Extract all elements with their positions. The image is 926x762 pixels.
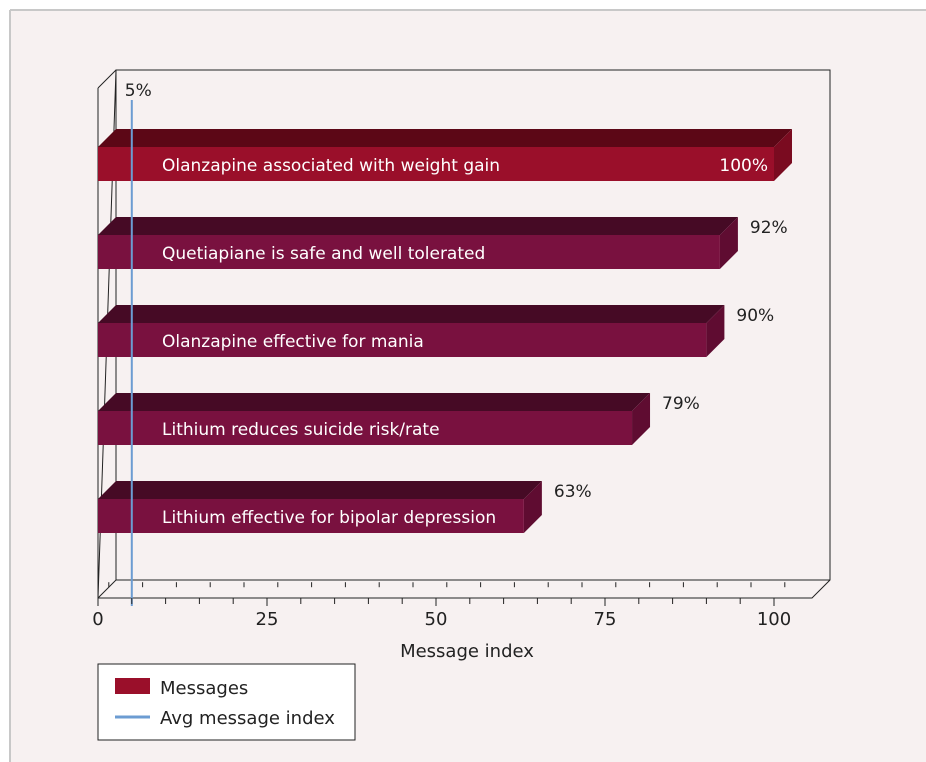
x-tick-label: 25	[256, 609, 279, 630]
bar-3: Olanzapine effective for mania 90%	[98, 305, 774, 357]
x-axis: 0 25 50 75 100	[92, 582, 791, 630]
bar-top-face	[98, 305, 725, 323]
legend-box	[97, 663, 356, 741]
x-tick-label: 75	[594, 609, 617, 630]
x-tick-label: 0	[92, 609, 103, 630]
bar-front-face	[98, 323, 707, 357]
bar-category-label: Olanzapine associated with weight gain	[162, 156, 500, 176]
bar-top-face	[98, 393, 651, 411]
legend-swatch-messages	[115, 678, 150, 694]
bar-side-face	[719, 217, 738, 269]
x-tick-label: 100	[757, 609, 791, 630]
avg-reference-line-group: 5%	[125, 81, 152, 606]
bar-1: Olanzapine associated with weight gain 10…	[98, 129, 792, 181]
avg-reference-label: 5%	[125, 81, 152, 101]
bar-side-face	[523, 481, 542, 533]
bar-front-face	[98, 235, 720, 269]
bar-side-face	[706, 305, 725, 357]
bar-side-face	[774, 129, 792, 181]
bar-value-label: 79%	[662, 394, 700, 414]
bar-top-face	[98, 129, 792, 147]
bar-front-face	[98, 411, 633, 445]
legend: Messages Avg message index	[97, 663, 356, 741]
bar-value-label: 90%	[736, 306, 774, 326]
legend-label-messages: Messages	[160, 678, 248, 699]
bar-5: Lithium effective for bipolar depression…	[98, 481, 592, 533]
bar-top-face	[98, 481, 542, 499]
bar-front-face	[98, 147, 774, 181]
x-axis-title: Message index	[400, 641, 534, 662]
bars-group: Olanzapine associated with weight gain 10…	[98, 129, 792, 533]
bar-side-face	[632, 393, 651, 445]
frame-floor-left	[97, 579, 117, 599]
bar-4: Lithium reduces suicide risk/rate 79%	[98, 393, 700, 445]
bar-category-label: Olanzapine effective for mania	[162, 332, 424, 352]
bar-value-label: 100%	[719, 156, 768, 176]
bar-category-label: Lithium reduces suicide risk/rate	[162, 420, 440, 440]
bar-category-label: Lithium effective for bipolar depression	[162, 508, 496, 528]
bar-top-face	[98, 217, 738, 235]
x-tick-label: 50	[425, 609, 448, 630]
frame-top-left	[97, 69, 117, 89]
bar-2: Quetiapiane is safe and well tolerated 92…	[98, 217, 788, 269]
bar-front-face	[98, 499, 524, 533]
bar-value-label: 63%	[554, 482, 592, 502]
bar-value-label: 92%	[750, 218, 788, 238]
bar-category-label: Quetiapiane is safe and well tolerated	[162, 244, 485, 264]
legend-label-avg: Avg message index	[160, 708, 335, 729]
